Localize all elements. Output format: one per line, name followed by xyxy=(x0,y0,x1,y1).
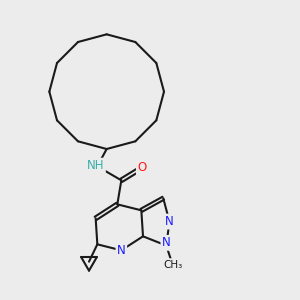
Text: N: N xyxy=(162,236,171,249)
Text: NH: NH xyxy=(87,159,104,172)
Text: N: N xyxy=(117,244,126,257)
Text: CH₃: CH₃ xyxy=(163,260,183,269)
Text: N: N xyxy=(165,215,174,228)
Text: O: O xyxy=(137,161,147,174)
